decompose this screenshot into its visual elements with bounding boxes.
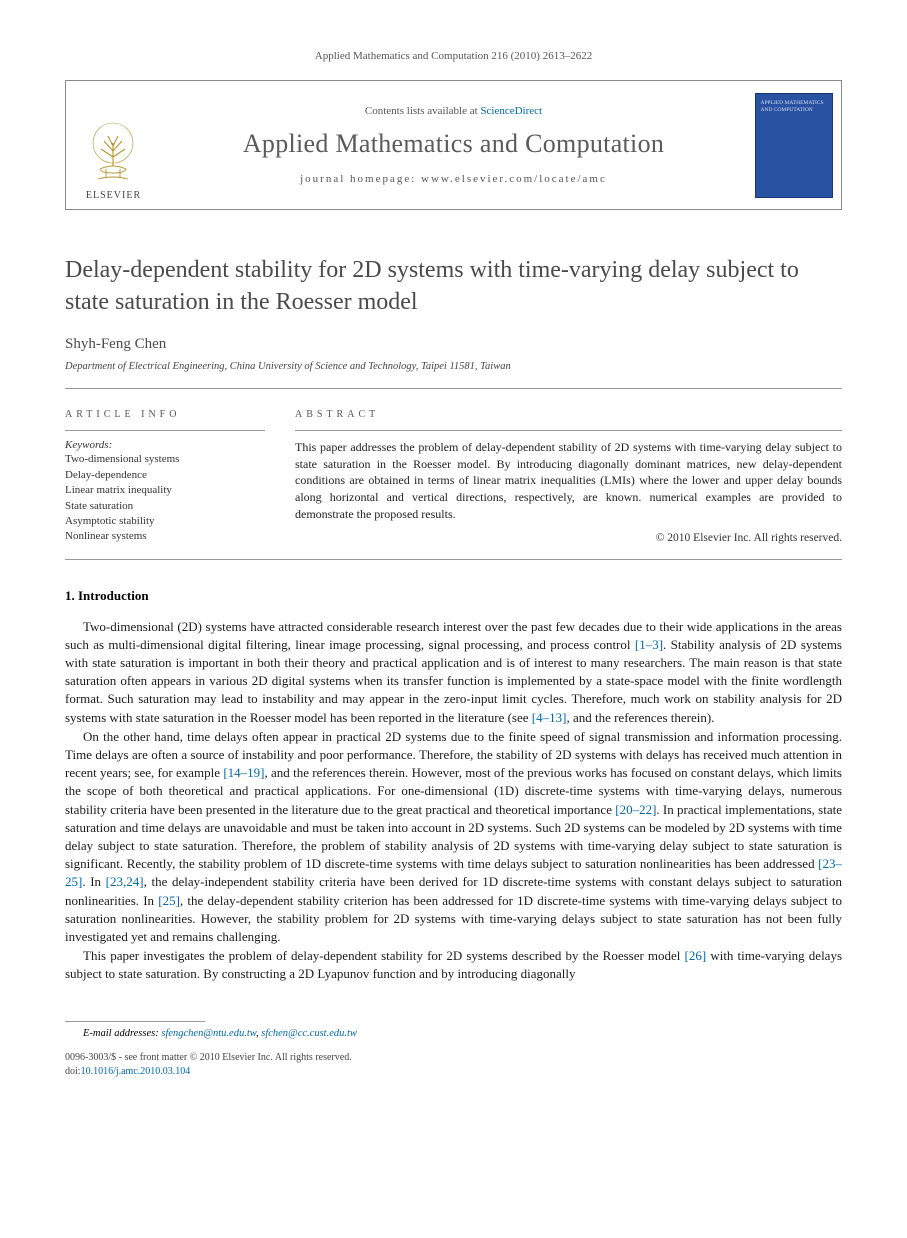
elsevier-logo-icon <box>86 121 141 186</box>
author-affiliation: Department of Electrical Engineering, Ch… <box>65 361 842 372</box>
doi-link[interactable]: 10.1016/j.amc.2010.03.104 <box>81 1066 191 1077</box>
article-meta-row: ARTICLE INFO Keywords: Two-dimensional s… <box>65 403 842 544</box>
citation-link[interactable]: [26] <box>685 948 707 963</box>
sciencedirect-link[interactable]: ScienceDirect <box>480 105 542 117</box>
corresponding-email-line: E-mail addresses: sfengchen@ntu.edu.tw, … <box>65 1028 842 1039</box>
text-run: , the delay-dependent stability criterio… <box>65 893 842 944</box>
citation-link[interactable]: [4–13] <box>532 710 567 725</box>
divider <box>65 559 842 560</box>
email-link[interactable]: sfchen@cc.cust.edu.tw <box>261 1028 357 1039</box>
keyword: Asymptotic stability <box>65 514 265 529</box>
keyword: State saturation <box>65 499 265 514</box>
running-head: Applied Mathematics and Computation 216 … <box>65 50 842 62</box>
abstract-label: ABSTRACT <box>295 409 842 420</box>
contents-line: Contents lists available at ScienceDirec… <box>365 105 542 117</box>
citation-link[interactable]: [1–3] <box>635 637 663 652</box>
section-heading-introduction: 1. Introduction <box>65 588 842 604</box>
keywords-label: Keywords: <box>65 439 265 451</box>
journal-homepage: journal homepage: www.elsevier.com/locat… <box>300 173 607 185</box>
divider <box>65 430 265 431</box>
body-paragraph: Two-dimensional (2D) systems have attrac… <box>65 618 842 727</box>
divider <box>295 430 842 431</box>
divider <box>65 388 842 389</box>
keyword: Linear matrix inequality <box>65 483 265 498</box>
text-run: , and the references therein). <box>566 710 714 725</box>
text-run: . In <box>82 874 105 889</box>
publisher-block: ELSEVIER <box>66 81 161 209</box>
journal-cover-block: APPLIED MATHEMATICS AND COMPUTATION <box>746 81 841 209</box>
doi-label: doi: <box>65 1066 81 1077</box>
citation-link[interactable]: [20–22] <box>615 802 656 817</box>
journal-masthead: ELSEVIER Contents lists available at Sci… <box>65 80 842 210</box>
article-info-label: ARTICLE INFO <box>65 409 265 420</box>
abstract-column: ABSTRACT This paper addresses the proble… <box>295 403 842 544</box>
author-name: Shyh-Feng Chen <box>65 336 842 353</box>
keyword: Delay-dependence <box>65 468 265 483</box>
footnote-divider <box>65 1021 205 1022</box>
abstract-text: This paper addresses the problem of dela… <box>295 439 842 522</box>
article-info-column: ARTICLE INFO Keywords: Two-dimensional s… <box>65 403 265 544</box>
masthead-center: Contents lists available at ScienceDirec… <box>161 81 746 209</box>
journal-name: Applied Mathematics and Computation <box>243 129 664 159</box>
abstract-copyright: © 2010 Elsevier Inc. All rights reserved… <box>295 532 842 544</box>
email-label: E-mail addresses: <box>83 1028 161 1039</box>
issn-line: 0096-3003/$ - see front matter © 2010 El… <box>65 1051 842 1065</box>
publisher-name: ELSEVIER <box>86 190 141 201</box>
text-run: This paper investigates the problem of d… <box>83 948 685 963</box>
article-title: Delay-dependent stability for 2D systems… <box>65 255 842 318</box>
citation-link[interactable]: [14–19] <box>223 765 264 780</box>
contents-prefix: Contents lists available at <box>365 105 480 117</box>
citation-link[interactable]: [25] <box>158 893 180 908</box>
footer-meta: 0096-3003/$ - see front matter © 2010 El… <box>65 1051 842 1079</box>
citation-link[interactable]: [23,24] <box>106 874 144 889</box>
keyword: Nonlinear systems <box>65 529 265 544</box>
body-paragraph: This paper investigates the problem of d… <box>65 947 842 983</box>
email-link[interactable]: sfengchen@ntu.edu.tw <box>161 1028 256 1039</box>
body-paragraph: On the other hand, time delays often app… <box>65 728 842 946</box>
journal-cover-thumbnail: APPLIED MATHEMATICS AND COMPUTATION <box>755 93 833 198</box>
keyword: Two-dimensional systems <box>65 452 265 467</box>
doi-line: doi:10.1016/j.amc.2010.03.104 <box>65 1065 842 1079</box>
